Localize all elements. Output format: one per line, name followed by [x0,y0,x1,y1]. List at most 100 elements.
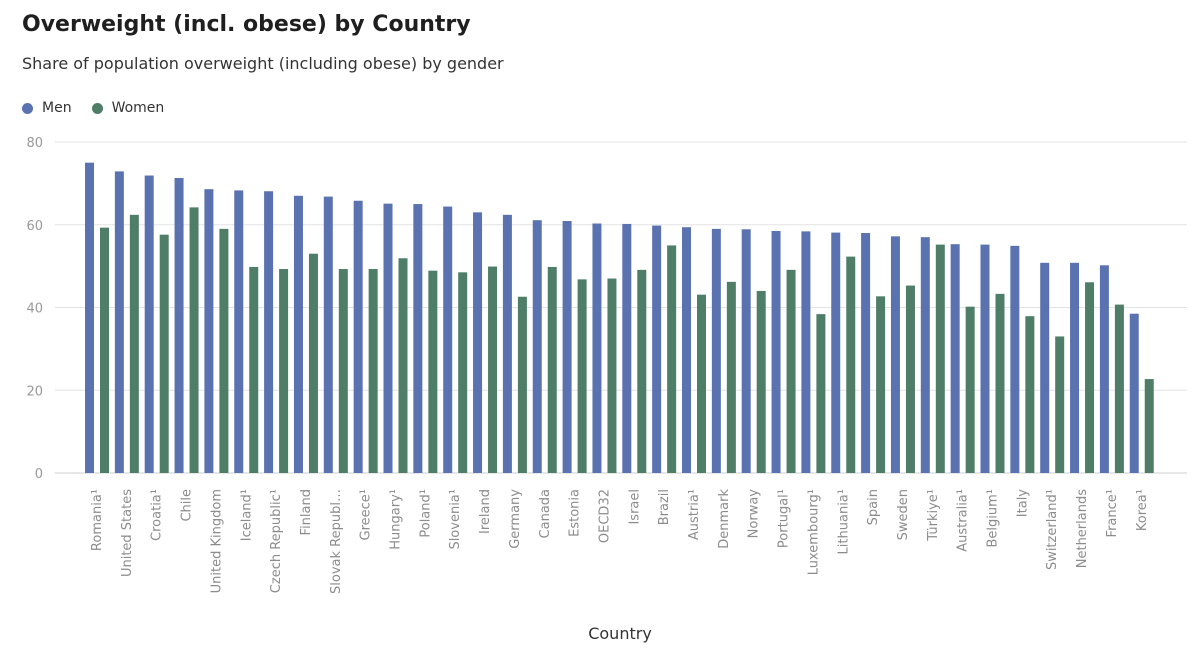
x-tick-label: Canada [538,489,553,538]
bar-men[interactable]: Croatia¹ — Men: 71.9 [144,175,154,474]
bar-women[interactable]: Lithuania¹ — Women: 52.3 [846,256,856,473]
bar-men[interactable]: Italy — Men: 54.9 [1010,245,1020,473]
bar-women[interactable]: Spain — Women: 42.7 [876,296,886,473]
bar-women[interactable]: Israel — Women: 49.1 [637,269,647,473]
bar-men[interactable]: Czech Republic¹ — Men: 68.1 [264,191,274,473]
x-tick-label: Luxembourg¹ [806,489,821,575]
bar-men[interactable]: OECD32 — Men: 60.3 [592,223,602,473]
x-tick-label: Switzerland¹ [1045,489,1060,570]
bar-women[interactable]: United Kingdom — Women: 59 [219,228,229,473]
x-tick-label: France¹ [1105,489,1120,537]
bar-women[interactable]: Canada — Women: 49.8 [547,266,557,473]
bar-women[interactable]: Sweden — Women: 45.3 [905,285,915,473]
chart-subtitle: Share of population overweight (includin… [22,54,504,73]
bar-women[interactable]: Hungary¹ — Women: 51.9 [398,258,408,473]
x-tick-label: Greece¹ [359,489,374,541]
bar-women[interactable]: OECD32 — Women: 47 [607,278,617,473]
bar-men[interactable]: Netherlands — Men: 50.8 [1070,262,1080,473]
bar-women[interactable]: Greece¹ — Women: 49.3 [368,269,378,473]
bar-men[interactable]: Sweden — Men: 57.2 [890,236,900,473]
bar-women[interactable]: Finland — Women: 53 [308,253,318,473]
legend-item-men[interactable]: Men [22,100,72,116]
bar-women[interactable]: Korea¹ — Women: 22.7 [1144,379,1154,473]
bar-women[interactable]: Luxembourg¹ — Women: 38.4 [816,314,826,473]
bar-men[interactable]: Estonia — Men: 60.9 [562,221,572,473]
x-tick-label: Iceland¹ [239,489,254,541]
x-tick-label: Ireland [478,489,493,534]
legend-swatch-women [91,102,103,114]
bar-men[interactable]: Lithuania¹ — Men: 58.1 [831,232,841,473]
bar-women[interactable]: Romania¹ — Women: 59.3 [100,227,109,473]
y-tick-label-60: 60 [26,219,43,234]
bar-women[interactable]: Germany — Women: 42.6 [517,296,527,473]
bar-men[interactable]: Türkiye¹ — Men: 57 [920,237,930,473]
bar-men[interactable]: Poland¹ — Men: 65 [413,204,423,473]
x-tick-label: Belgium¹ [986,489,1001,548]
bar-men[interactable]: Slovak Republ… — Men: 66.8 [323,196,333,474]
bar-men[interactable]: Denmark — Men: 59 [711,228,721,473]
bar-men[interactable]: United Kingdom — Men: 68.6 [204,189,214,474]
bar-women[interactable]: Australia¹ — Women: 40.2 [965,306,975,473]
chart-title: Overweight (incl. obese) by Country [22,12,471,37]
bar-men[interactable]: Belgium¹ — Men: 55.2 [980,244,990,473]
bar-men[interactable]: Korea¹ — Men: 38.5 [1129,313,1139,473]
bar-men[interactable]: Switzerland¹ — Men: 50.8 [1040,262,1050,473]
bar-women[interactable]: Denmark — Women: 46.2 [726,281,736,473]
bar-women[interactable]: Italy — Women: 37.9 [1025,316,1035,473]
bar-men[interactable]: Greece¹ — Men: 65.8 [353,200,363,473]
bar-women[interactable]: Poland¹ — Women: 48.9 [428,270,438,473]
bar-women[interactable]: Ireland — Women: 49.9 [488,266,498,473]
bar-men[interactable]: Ireland — Men: 63 [473,212,483,473]
bar-women[interactable]: Croatia¹ — Women: 57.6 [159,234,169,473]
bar-women[interactable]: Netherlands — Women: 46.1 [1085,282,1095,473]
x-axis-title: Country [588,624,652,643]
bar-women[interactable]: Slovak Republ… — Women: 49.3 [338,269,348,473]
bar-men[interactable]: Portugal¹ — Men: 58.5 [771,230,781,473]
legend: Men Women [22,100,184,116]
legend-label-men: Men [42,100,72,116]
bar-men[interactable]: Austria¹ — Men: 59.4 [682,227,691,473]
bar-men[interactable]: Canada — Men: 61.1 [532,220,542,473]
x-tick-label: Australia¹ [956,489,971,552]
bar-women[interactable]: Türkiye¹ — Women: 55.2 [935,244,945,473]
bar-men[interactable]: Slovenia¹ — Men: 64.4 [443,206,453,474]
legend-item-women[interactable]: Women [91,100,165,116]
bar-men[interactable]: Israel — Men: 60.2 [622,223,632,473]
bar-men[interactable]: Brazil — Men: 59.8 [652,225,662,473]
bar-women[interactable]: Portugal¹ — Women: 49.1 [786,269,796,473]
x-tick-label: Portugal¹ [777,489,792,548]
bar-women[interactable]: Norway — Women: 44 [756,290,766,473]
bar-women[interactable]: Chile — Women: 64.2 [189,207,199,473]
bar-women[interactable]: France¹ — Women: 40.7 [1114,304,1124,473]
bar-men[interactable]: Spain — Men: 58 [861,233,871,473]
bar-men[interactable]: Norway — Men: 58.9 [741,229,751,473]
bar-women[interactable]: Czech Republic¹ — Women: 49.3 [279,269,289,473]
bar-men[interactable]: Hungary¹ — Men: 65.1 [383,203,393,473]
x-tick-label: OECD32 [597,489,612,543]
bar-women[interactable]: Slovenia¹ — Women: 48.5 [458,272,468,473]
x-tick-label: Chile [180,489,195,522]
x-tick-label: Brazil [657,489,672,525]
x-tick-label: Austria¹ [687,489,702,540]
bar-women[interactable]: United States — Women: 62.4 [129,214,139,473]
bar-men[interactable]: Australia¹ — Men: 55.3 [950,244,960,473]
x-tick-label: Romania¹ [90,489,105,551]
bar-men[interactable]: Romania¹ — Men: 75 [85,162,94,473]
x-tick-label: Slovenia¹ [448,489,463,550]
bar-women[interactable]: Estonia — Women: 46.8 [577,279,587,473]
bar-women[interactable]: Austria¹ — Women: 43.1 [697,294,706,473]
bar-women[interactable]: Belgium¹ — Women: 43.3 [995,293,1005,473]
bar-men[interactable]: France¹ — Men: 50.2 [1099,265,1109,473]
x-tick-label: United Kingdom [209,489,224,593]
bar-men[interactable]: United States — Men: 72.9 [114,171,124,473]
legend-label-women: Women [111,100,165,116]
bar-men[interactable]: Chile — Men: 71.3 [174,177,184,473]
bar-women[interactable]: Brazil — Women: 55 [667,245,677,473]
bar-women[interactable]: Switzerland¹ — Women: 33 [1055,336,1065,473]
bar-men[interactable]: Iceland¹ — Men: 68.3 [234,190,244,473]
bar-women[interactable]: Iceland¹ — Women: 49.8 [249,266,259,473]
bar-men[interactable]: Luxembourg¹ — Men: 58.4 [801,231,811,473]
bar-men[interactable]: Finland — Men: 67 [293,195,303,473]
bar-men[interactable]: Germany — Men: 62.4 [502,214,512,473]
